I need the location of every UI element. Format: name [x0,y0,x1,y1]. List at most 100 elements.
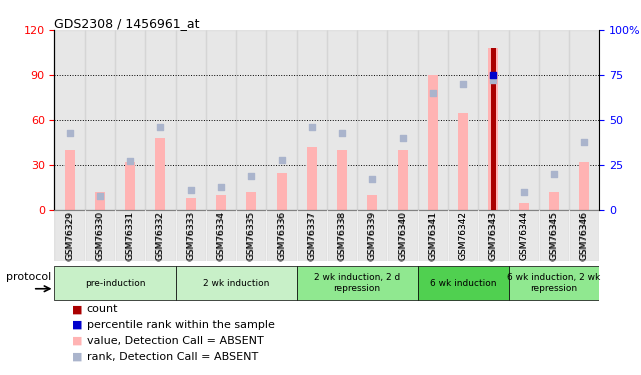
Bar [549,192,559,210]
Text: GSM76345: GSM76345 [549,211,558,260]
Text: pre-induction: pre-induction [85,279,146,288]
Point [246,173,256,179]
Bar [276,172,287,210]
Text: GSM76342: GSM76342 [458,211,468,260]
Text: 6 wk induction, 2 wk
repression: 6 wk induction, 2 wk repression [507,273,601,293]
Text: GSM76346: GSM76346 [579,211,588,260]
Bar [327,210,357,261]
Point [65,130,75,136]
FancyBboxPatch shape [54,266,176,300]
Bar [491,48,495,210]
Bar [267,30,297,210]
FancyBboxPatch shape [418,266,508,300]
Point [216,184,226,190]
Bar [115,30,146,210]
Bar [146,210,176,261]
Bar [54,210,85,261]
Bar [176,30,206,210]
Bar [85,30,115,210]
Text: GSM76339: GSM76339 [368,211,377,260]
Text: GSM76336: GSM76336 [277,211,286,260]
Bar [327,30,357,210]
Text: GDS2308 / 1456961_at: GDS2308 / 1456961_at [54,17,200,30]
Bar [155,138,165,210]
Point [125,158,135,164]
Bar [458,112,468,210]
Bar [508,30,539,210]
FancyBboxPatch shape [176,266,297,300]
Bar [206,30,236,210]
Point [488,72,499,78]
Point [276,157,287,163]
Bar [387,210,418,261]
Bar [519,202,529,210]
Bar [508,210,539,261]
Bar [357,210,387,261]
Text: ■: ■ [72,304,82,314]
Bar [428,75,438,210]
Text: GSM76343: GSM76343 [489,211,498,260]
Bar [85,210,115,261]
Bar [216,195,226,210]
Point [367,176,378,182]
Text: ■: ■ [72,336,82,346]
Point [549,171,559,177]
Bar [448,210,478,261]
Point [458,81,469,87]
Bar [357,30,387,210]
Point [397,135,408,141]
Bar [539,210,569,261]
Point [337,130,347,136]
Bar [397,150,408,210]
Text: GSM76329: GSM76329 [65,211,74,260]
Text: percentile rank within the sample: percentile rank within the sample [87,320,274,330]
Text: rank, Detection Call = ABSENT: rank, Detection Call = ABSENT [87,352,258,362]
Bar [579,162,589,210]
Point [579,139,589,145]
Bar [297,30,327,210]
Point [155,124,165,130]
Text: count: count [87,304,118,314]
Bar [297,210,327,261]
Bar [95,192,105,210]
Bar [478,30,508,210]
Bar [176,210,206,261]
Bar [387,30,418,210]
Bar [236,30,267,210]
Text: GSM76333: GSM76333 [186,211,196,260]
Text: 2 wk induction: 2 wk induction [203,279,269,288]
Bar [418,210,448,261]
Text: GSM76334: GSM76334 [217,211,226,260]
Text: GSM76341: GSM76341 [428,211,437,260]
Bar [115,210,146,261]
FancyBboxPatch shape [297,266,418,300]
Text: ■: ■ [72,320,82,330]
Text: GSM76331: GSM76331 [126,211,135,260]
Bar [267,210,297,261]
Text: protocol: protocol [6,273,52,282]
Text: GSM76338: GSM76338 [338,211,347,260]
Text: GSM76332: GSM76332 [156,211,165,260]
Text: GSM76330: GSM76330 [96,211,104,260]
Bar [539,30,569,210]
Bar [488,48,499,210]
Point [428,90,438,96]
Point [306,124,317,130]
Bar [478,210,508,261]
Bar [448,30,478,210]
Bar [307,147,317,210]
Bar [236,210,267,261]
Text: 6 wk induction: 6 wk induction [430,279,496,288]
Point [95,193,105,199]
Bar [206,210,236,261]
Text: value, Detection Call = ABSENT: value, Detection Call = ABSENT [87,336,263,346]
Bar [569,210,599,261]
Bar [246,192,256,210]
Text: GSM76335: GSM76335 [247,211,256,260]
Bar [337,150,347,210]
Bar [367,195,378,210]
Point [488,77,499,83]
Text: GSM76340: GSM76340 [398,211,407,260]
Text: ■: ■ [72,352,82,362]
Bar [186,198,196,210]
